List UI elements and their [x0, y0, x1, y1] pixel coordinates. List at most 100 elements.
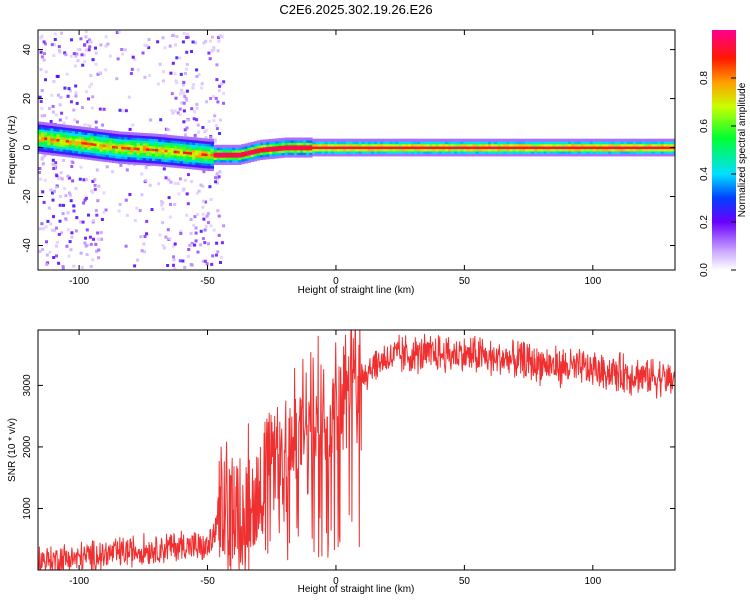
spectrogram-ridge-cell: [531, 150, 535, 154]
spectrogram-ridge-cell: [38, 150, 42, 154]
spectrogram-ridge-cell: [124, 134, 128, 138]
spectrogram-ridge-cell: [207, 168, 211, 172]
spectrogram-ridge-cell: [96, 143, 100, 147]
spectrogram-ridge-cell: [645, 146, 649, 150]
spectrogram-cell: [192, 223, 196, 227]
spectrogram-ridge-cell: [210, 168, 214, 172]
spectrogram-ridge-cell: [512, 138, 517, 142]
spectrogram-ridge-cell: [457, 150, 461, 154]
spectrogram-cell: [145, 44, 149, 48]
spectrogram-cell: [186, 202, 190, 206]
spectrogram-ridge-cell: [124, 156, 128, 160]
spectrogram-ridge-cell: [226, 147, 230, 151]
spectrogram-ridge-cell: [62, 131, 67, 135]
spectrogram-ridge-cell: [68, 130, 73, 134]
spectrogram-ridge-cell: [96, 153, 100, 157]
spectrogram-ridge-cell: [377, 138, 381, 142]
spectrogram-cell: [91, 258, 95, 262]
spectrogram-ridge-cell: [426, 141, 430, 145]
spectrogram-cell: [59, 171, 63, 175]
spectrogram-ridge-cell: [38, 131, 42, 135]
spectrogram-ridge-cell: [306, 142, 310, 146]
spectrogram-cell: [185, 213, 189, 217]
spectrogram-ridge-cell: [108, 140, 113, 143]
spectrogram-ridge-cell: [185, 158, 190, 162]
spectrogram-cell: [115, 31, 119, 34]
spectrogram-cell: [84, 236, 87, 240]
spectrogram-ridge-cell: [586, 138, 590, 142]
spectrogram-cell: [199, 229, 203, 233]
spectrogram-ridge-cell: [611, 150, 615, 154]
spectrogram-ridge-cell: [112, 135, 116, 139]
spectrogram-cell: [40, 34, 44, 38]
spectrogram-ridge-cell: [281, 147, 285, 151]
spectrogram-ridge-cell: [481, 138, 486, 142]
spectrogram-cell: [51, 191, 54, 195]
spectrogram-ridge-cell: [176, 157, 181, 161]
spectrogram-cell: [160, 200, 163, 203]
spectrogram-ridge-cell: [278, 138, 282, 142]
spectrogram-ridge-cell: [198, 147, 202, 151]
spectrogram-ridge-cell: [56, 143, 60, 147]
spectrogram-ridge-cell: [395, 143, 399, 147]
spectrogram-ridge-cell: [377, 143, 381, 147]
spectrogram-ridge-cell: [198, 142, 202, 146]
spectrogram-ridge-cell: [241, 144, 245, 148]
spectrogram-ridge-cell: [568, 148, 572, 152]
spectrogram-ridge-cell: [232, 152, 236, 156]
spectrogram-ridge-cell: [623, 138, 627, 142]
spectrogram-ridge-cell: [534, 141, 538, 145]
spectrogram-ridge-cell: [167, 139, 171, 143]
spectrogram-cell: [184, 72, 187, 75]
spectrogram-ridge-cell: [53, 143, 57, 146]
spectrogram-ridge-cell: [68, 135, 73, 138]
spectrogram-ridge-cell: [161, 141, 165, 145]
spectrogram-ridge-cell: [546, 138, 550, 142]
spectrogram-ridge-cell: [173, 142, 177, 146]
spectrogram-cell: [211, 35, 214, 39]
spectrogram-ridge-cell: [303, 142, 307, 146]
spectrogram-ridge-cell: [469, 150, 473, 154]
spectrogram-ridge-cell: [87, 127, 91, 131]
spectrogram-ridge-cell: [426, 138, 430, 142]
spectrogram-ridge-cell: [309, 137, 313, 141]
spectrogram-ridge-cell: [460, 148, 464, 152]
spectrogram-ridge-cell: [189, 159, 193, 162]
spectrogram-ridge-cell: [663, 141, 668, 145]
spectrogram-cell: [178, 56, 182, 60]
spectrogram-ridge-cell: [81, 148, 85, 152]
spectrogram-ridge-cell: [115, 150, 119, 154]
spectrogram-ridge-cell: [435, 148, 439, 152]
spectrogram-ridge-cell: [167, 142, 171, 146]
spectrogram-ridge-cell: [580, 143, 584, 147]
spectrogram-ridge-cell: [312, 148, 316, 152]
spectrogram-ridge-cell: [108, 137, 113, 141]
spectrogram-cell: [97, 248, 101, 252]
spectrogram-cell: [52, 54, 56, 57]
spectrogram-ridge-cell: [173, 162, 177, 166]
spectrogram-cell: [136, 258, 140, 262]
spectrogram-ridge-cell: [349, 138, 353, 142]
spectrogram-ridge-cell: [195, 149, 199, 153]
spectrogram-ridge-cell: [182, 143, 187, 147]
spectrogram-ridge-cell: [565, 141, 569, 145]
spectrogram-cell: [130, 67, 134, 71]
spectrogram-cell: [194, 226, 198, 230]
spectrogram-ridge-cell: [352, 148, 356, 152]
spectrogram-ridge-cell: [142, 145, 147, 149]
spectrogram-ridge-cell: [672, 153, 675, 157]
spectrogram-ridge-cell: [210, 153, 214, 157]
spectrogram-ridge-cell: [411, 138, 415, 142]
spectrogram-cell: [215, 253, 218, 257]
spectrogram-cell: [124, 109, 128, 113]
spectrogram-ridge-cell: [207, 163, 211, 167]
spectrogram-ridge-cell: [367, 150, 372, 154]
spectrogram-ridge-cell: [47, 139, 51, 143]
spectrogram-cell: [79, 251, 83, 255]
spectrogram-ridge-cell: [284, 139, 288, 143]
spectrogram-ridge-cell: [312, 143, 316, 147]
spectrogram-ridge-cell: [300, 149, 304, 153]
spectrogram-cell: [67, 176, 71, 180]
spectrogram-ridge-cell: [367, 146, 372, 150]
spectrogram-ridge-cell: [324, 146, 329, 150]
